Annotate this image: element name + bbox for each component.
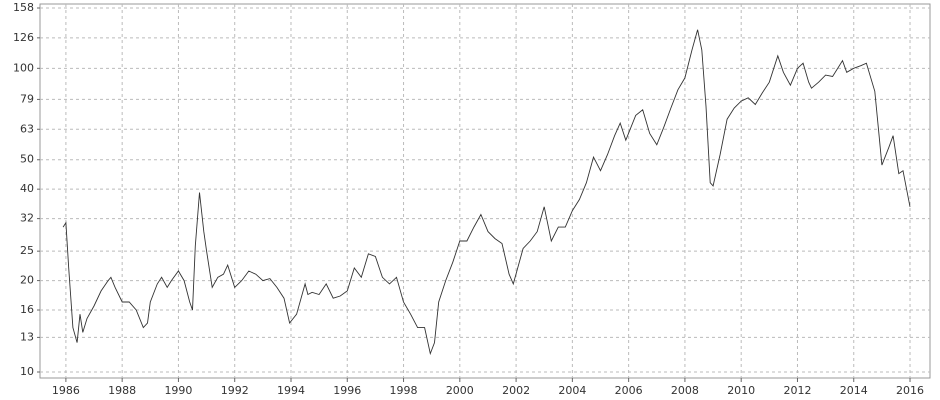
price-line [62,29,911,356]
y-tick-label: 13 [20,330,34,343]
x-tick-label: 1992 [221,384,249,397]
x-tick-label: 1996 [333,384,361,397]
y-tick-label: 79 [20,92,34,105]
x-tick-label: 1994 [277,384,305,397]
y-tick-label: 158 [13,1,34,14]
x-tick-label: 2008 [671,384,699,397]
x-tick-label: 1998 [390,384,418,397]
y-tick-label: 126 [13,31,34,44]
x-tick-label: 1986 [52,384,80,397]
plot-frame [39,3,931,379]
y-tick-label: 100 [13,61,34,74]
x-tick-label: 2012 [783,384,811,397]
y-tick-label: 16 [20,303,34,316]
x-tick-label: 2014 [840,384,868,397]
y-tick-label: 10 [20,365,34,378]
y-tick-label: 32 [20,212,34,225]
x-tick-label: 1988 [108,384,136,397]
x-tick-label: 2016 [896,384,924,397]
x-tick-label: 2010 [727,384,755,397]
y-tick-label: 63 [20,122,34,135]
x-tick-label: 2004 [558,384,586,397]
y-tick-label: 25 [20,244,34,257]
y-tick-label: 40 [20,182,34,195]
y-tick-label: 20 [20,274,34,287]
x-tick-label: 1990 [164,384,192,397]
x-tick-label: 2000 [446,384,474,397]
x-tick-label: 2002 [502,384,530,397]
x-tick-label: 2006 [615,384,643,397]
y-tick-label: 50 [20,153,34,166]
